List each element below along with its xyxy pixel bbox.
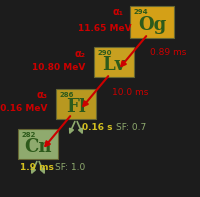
Text: 1.9 ms: 1.9 ms	[20, 164, 54, 173]
Text: Og: Og	[138, 16, 166, 34]
Text: 286: 286	[60, 92, 74, 98]
Text: 10.0 ms: 10.0 ms	[112, 87, 148, 97]
FancyBboxPatch shape	[130, 6, 174, 38]
Text: α₁: α₁	[112, 7, 124, 17]
Text: 290: 290	[98, 50, 112, 56]
Text: 10.80 MeV: 10.80 MeV	[32, 63, 85, 72]
Text: SF: 0.7: SF: 0.7	[116, 123, 146, 132]
FancyBboxPatch shape	[56, 89, 96, 119]
Text: Fl: Fl	[66, 98, 86, 116]
Text: SF: 1.0: SF: 1.0	[55, 164, 85, 173]
Text: 11.65 MeV: 11.65 MeV	[78, 23, 132, 33]
Text: 10.16 MeV: 10.16 MeV	[0, 103, 48, 112]
Text: Lv: Lv	[102, 56, 126, 74]
FancyBboxPatch shape	[94, 47, 134, 77]
Text: α₃: α₃	[36, 90, 48, 100]
Text: 0.16 s: 0.16 s	[82, 123, 112, 132]
Text: α₂: α₂	[74, 49, 86, 59]
Text: 294: 294	[134, 9, 149, 15]
Text: 282: 282	[22, 132, 36, 138]
Text: 0.89 ms: 0.89 ms	[150, 47, 186, 57]
Text: Cn: Cn	[24, 138, 52, 156]
FancyBboxPatch shape	[18, 129, 58, 159]
